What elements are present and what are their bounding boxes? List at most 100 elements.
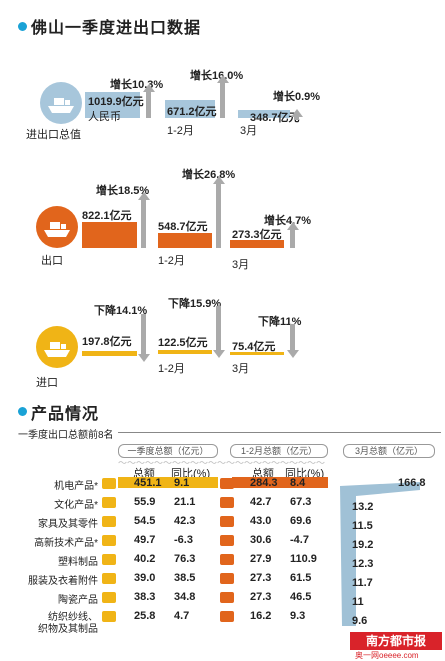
divider <box>118 432 441 433</box>
bar-q1-top <box>118 477 218 488</box>
bar-total <box>85 92 140 118</box>
feb-yoy: -4.7 <box>290 534 309 546</box>
section-label: 进口 <box>36 377 58 389</box>
bar-feb <box>165 100 215 118</box>
arrow-down-icon <box>138 354 150 362</box>
product-icon <box>102 516 116 527</box>
product-icon <box>220 573 234 584</box>
product-icon <box>102 592 116 603</box>
mar-bar-shape <box>340 482 420 626</box>
feb-total: 43.0 <box>250 515 272 527</box>
bar-mar <box>230 240 284 248</box>
product-name: 家具及其零件 <box>38 519 98 530</box>
feb-yoy: 9.3 <box>290 610 306 622</box>
product-name: 服装及衣着附件 <box>28 576 98 587</box>
q1-total: 55.9 <box>134 496 156 508</box>
logo-sub: 奥一网oeeee.com <box>355 651 419 660</box>
change-feb: 增长16.0% <box>190 70 244 82</box>
product-name: 文化产品* <box>54 500 98 511</box>
feb-total: 27.3 <box>250 572 272 584</box>
value-total: 197.8亿元 <box>82 336 132 348</box>
q1-total: 40.2 <box>134 553 156 565</box>
product-icon <box>220 535 234 546</box>
q1-yoy: 34.8 <box>174 591 196 603</box>
feb-total: 16.2 <box>250 610 272 622</box>
change-feb: 增长26.8% <box>182 169 236 181</box>
value-total: 822.1亿元 <box>82 210 132 222</box>
value-mar: 273.3亿元 <box>232 229 282 241</box>
mar-total: 13.2 <box>352 501 374 513</box>
arrow-shaft <box>141 314 146 354</box>
arrow-up-icon <box>213 176 225 184</box>
mar-total: 19.2 <box>352 539 374 551</box>
q1-total: 451.1 <box>134 477 162 489</box>
product-icon <box>220 497 234 508</box>
section-label: 进出口总值 <box>26 129 81 141</box>
mar-total: 12.3 <box>352 558 374 570</box>
mar-total: 11 <box>352 596 364 608</box>
value-mar: 348.7亿元 <box>250 112 300 124</box>
value-total: 1019.9亿元 <box>88 96 144 108</box>
value-mar: 75.4亿元 <box>232 341 276 353</box>
product-icon <box>102 535 116 546</box>
q1-yoy: 4.7 <box>174 610 190 622</box>
q1-total: 39.0 <box>134 572 156 584</box>
arrow-shaft <box>146 92 151 118</box>
arrow-up-icon <box>291 109 303 117</box>
product-name: 高新技术产品* <box>34 538 98 549</box>
value-feb: 671.2亿元 <box>167 106 217 118</box>
product-icon <box>220 516 234 527</box>
mar-total: 11.5 <box>352 520 373 532</box>
ship-icon <box>36 326 78 368</box>
products-subtitle: 一季度出口总额前8名 <box>18 430 114 441</box>
arrow-shaft <box>216 306 221 350</box>
ship-icon <box>40 82 82 124</box>
change-mar: 增长0.9% <box>273 91 321 103</box>
product-icon <box>102 497 116 508</box>
product-icon <box>220 592 234 603</box>
title-bullet <box>18 22 27 31</box>
pill-mar: 3月总额（亿元） <box>343 444 435 458</box>
product-icon <box>102 478 116 489</box>
q1-yoy: 76.3 <box>174 553 196 565</box>
change-mar: 增长4.7% <box>264 215 312 227</box>
product-icon <box>102 573 116 584</box>
arrow-down-icon <box>287 350 299 358</box>
change-total: 下降14.1% <box>94 305 148 317</box>
q1-yoy: 21.1 <box>174 496 196 508</box>
section-label: 出口 <box>41 255 63 267</box>
feb-total: 284.3 <box>250 477 278 489</box>
product-name-line2: 织物及其制品 <box>38 624 98 635</box>
label-feb: 1-2月 <box>158 363 185 375</box>
feb-yoy: 61.5 <box>290 572 312 584</box>
feb-yoy: 69.6 <box>290 515 312 527</box>
arrow-shaft <box>294 116 299 120</box>
label-mar: 3月 <box>232 259 250 271</box>
change-feb: 下降15.9% <box>168 298 222 310</box>
q1-yoy: 9.1 <box>174 477 190 489</box>
label-feb: 1-2月 <box>158 255 185 267</box>
feb-yoy: 67.3 <box>290 496 312 508</box>
label-mar: 3月 <box>232 363 250 375</box>
arrow-shaft <box>290 324 295 350</box>
arrow-shaft <box>290 230 295 248</box>
arrow-down-icon <box>213 350 225 358</box>
arrow-shaft <box>220 83 225 118</box>
pill-feb: 1-2月总额（亿元） <box>230 444 328 458</box>
mar-total: 11.7 <box>352 577 373 589</box>
feb-yoy: 46.5 <box>290 591 312 603</box>
q1-yoy: -6.3 <box>174 534 193 546</box>
change-total: 增长10.3% <box>110 79 164 91</box>
q1-yoy: 38.5 <box>174 572 196 584</box>
q1-yoy: 42.3 <box>174 515 196 527</box>
arrow-up-icon <box>138 192 150 200</box>
pill-q1: 一季度总额（亿元） <box>118 444 218 458</box>
label-mar: 3月 <box>240 125 258 137</box>
q1-total: 25.8 <box>134 610 156 622</box>
product-name: 纺织纱线、 <box>48 612 98 623</box>
bar-total <box>82 222 137 248</box>
feb-total: 42.7 <box>250 496 272 508</box>
change-total: 增长18.5% <box>96 185 150 197</box>
product-icon <box>220 478 234 489</box>
bar-feb-top <box>232 477 328 488</box>
